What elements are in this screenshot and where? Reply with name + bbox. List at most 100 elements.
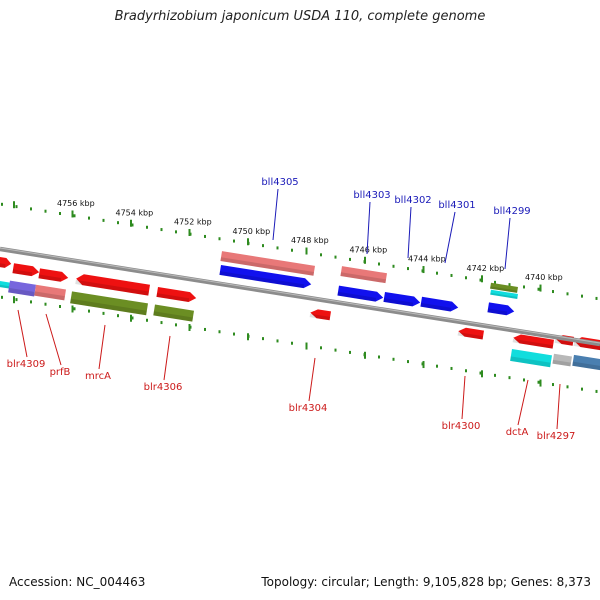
major-tick <box>305 247 308 255</box>
minor-tick <box>595 389 598 393</box>
major-tick <box>13 296 15 304</box>
minor-tick <box>233 239 235 243</box>
scale-label: 4756 kbp <box>57 199 95 208</box>
scale-label: 4752 kbp <box>174 218 212 227</box>
minor-tick <box>131 316 134 320</box>
minor-tick <box>436 271 438 275</box>
gene-label-top: bll4301 <box>438 200 475 211</box>
minor-tick <box>508 283 511 287</box>
gene-label-top: bll4303 <box>353 190 390 201</box>
minor-tick <box>88 216 90 220</box>
major-tick <box>422 266 425 274</box>
minor-tick <box>30 300 32 304</box>
minor-tick <box>291 341 293 345</box>
major-tick <box>130 219 132 227</box>
minor-tick <box>407 267 409 271</box>
minor-tick <box>552 290 554 294</box>
minor-tick <box>392 264 395 268</box>
gene-arrow <box>383 291 421 307</box>
minor-tick <box>276 246 279 250</box>
gene-features <box>0 251 600 371</box>
leader-line <box>461 375 466 420</box>
scale-label: 4744 kbp <box>408 255 446 264</box>
major-tick <box>539 284 542 292</box>
minor-tick <box>494 373 496 377</box>
gene-box <box>552 353 572 367</box>
minor-tick <box>262 244 264 248</box>
minor-tick <box>436 364 438 368</box>
gene-box <box>0 280 10 289</box>
minor-tick <box>117 314 119 318</box>
minor-tick <box>218 237 221 241</box>
minor-tick <box>102 311 105 315</box>
leader-line <box>45 313 62 366</box>
minor-tick <box>204 234 206 238</box>
minor-tick <box>15 205 18 209</box>
minor-tick <box>102 218 105 222</box>
minor-tick <box>523 378 525 382</box>
leader-line <box>556 383 561 430</box>
leader-line <box>444 211 456 264</box>
major-tick <box>305 342 308 350</box>
minor-tick <box>291 248 293 252</box>
gene-label-bottom: blr4304 <box>289 403 328 414</box>
minor-tick <box>595 296 598 300</box>
gene-arrow <box>457 327 485 340</box>
minor-tick <box>44 209 47 213</box>
backbone-line <box>0 246 600 347</box>
major-tick <box>422 361 425 369</box>
gene-arrow <box>309 309 332 321</box>
minor-tick <box>320 346 322 350</box>
scale-ticks <box>1 201 598 393</box>
gene-box <box>34 284 67 301</box>
gene-label-bottom: blr4297 <box>537 431 576 442</box>
major-tick <box>71 305 74 313</box>
minor-tick <box>334 255 337 259</box>
gene-label-bottom: prfB <box>50 367 71 378</box>
scale-label: 4740 kbp <box>525 273 563 282</box>
leader-line <box>407 206 412 259</box>
major-tick <box>247 238 249 246</box>
gene-box <box>340 266 388 284</box>
scale-label: 4742 kbp <box>467 264 505 273</box>
scale-label: 4754 kbp <box>116 208 154 217</box>
leader-line <box>366 201 371 255</box>
major-tick <box>364 351 366 359</box>
minor-tick <box>537 287 540 291</box>
minor-tick <box>349 257 351 261</box>
minor-tick <box>537 380 540 384</box>
gene-label-bottom: blr4300 <box>442 421 481 432</box>
minor-tick <box>44 302 47 306</box>
gene-arrow <box>156 287 197 302</box>
minor-tick <box>73 307 76 311</box>
major-tick <box>188 323 191 331</box>
gene-box <box>153 304 195 322</box>
minor-tick <box>349 350 351 354</box>
minor-tick <box>218 330 221 334</box>
minor-tick <box>465 369 467 373</box>
gene-arrow <box>38 268 69 282</box>
topology-text: Topology: circular; Length: 9,105,828 bp… <box>261 575 591 589</box>
gene-label-bottom: blr4309 <box>7 359 46 370</box>
minor-tick <box>378 262 380 266</box>
minor-tick <box>233 332 235 336</box>
major-tick <box>364 256 366 264</box>
scale-label: 4748 kbp <box>291 236 329 245</box>
scale-label: 4750 kbp <box>233 227 271 236</box>
minor-tick <box>450 273 453 277</box>
gene-labels: 4756 kbp 4754 kbp 4752 kbp 4750 kbp 4748 kbp… <box>7 177 576 442</box>
minor-tick <box>450 366 453 370</box>
minor-tick <box>566 292 569 296</box>
gene-label-top: bll4305 <box>261 177 298 188</box>
minor-tick <box>146 318 148 322</box>
minor-tick <box>146 225 148 229</box>
minor-tick <box>320 253 322 257</box>
leader-line <box>272 188 279 241</box>
gene-arrow <box>487 302 515 316</box>
minor-tick <box>117 221 119 225</box>
minor-tick <box>494 280 496 284</box>
minor-tick <box>160 228 163 232</box>
minor-tick <box>30 207 32 211</box>
gene-box <box>490 289 519 299</box>
